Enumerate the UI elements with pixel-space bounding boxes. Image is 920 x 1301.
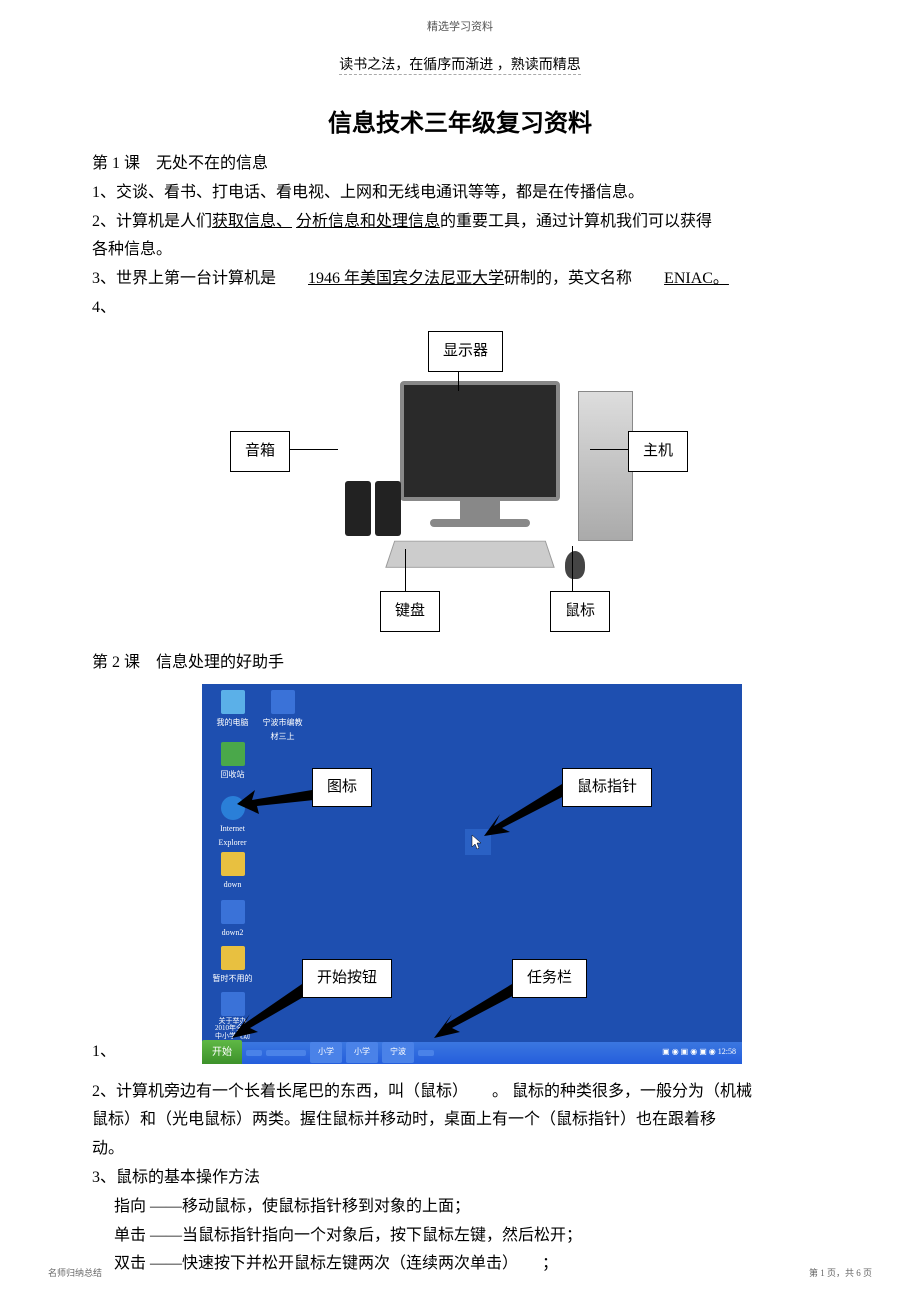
icon-wordfile: 宁波市编教 材三上 xyxy=(260,690,305,745)
systray: ▣ ◉ ▣ ◉ ▣ ◉ 12:58 xyxy=(662,1045,742,1059)
icon-mycomputer: 我的电脑 xyxy=(210,690,255,730)
word2-icon xyxy=(221,900,245,924)
icon-label-0: 我的电脑 xyxy=(210,716,255,730)
lesson1-line2d: 各种信息。 xyxy=(92,236,828,265)
tray-icons: ▣ ◉ ▣ ◉ ▣ ◉ xyxy=(662,1047,718,1056)
l1l2c: 的重要工具，通过计算机我们可以获得 xyxy=(440,213,712,230)
l1l2u1: 获取信息、 xyxy=(212,213,292,230)
para2b: 鼠标）和（光电鼠标）两类。握住鼠标并移动时，桌面上有一个（鼠标指针）也在跟着移 xyxy=(92,1106,828,1135)
label-speaker: 音箱 xyxy=(230,431,290,472)
label-pointer: 鼠标指针 xyxy=(562,768,652,807)
icon-label-7: down2 xyxy=(210,926,255,940)
l1l3b: 研制的，英文名称 xyxy=(504,270,664,287)
tower-shape xyxy=(578,391,633,541)
icon-label-1: 宁波市编教 材三上 xyxy=(260,716,305,745)
desktop-diagram: 我的电脑 宁波市编教 材三上 回收站 Internet Explorer dow… xyxy=(202,684,742,1064)
computer-illustration xyxy=(290,371,650,591)
folder2-icon xyxy=(221,946,245,970)
icon-label-5: down xyxy=(210,878,255,892)
folder1-icon xyxy=(221,852,245,876)
footer-left: 名师归纳总结 xyxy=(48,1266,102,1279)
speaker-right xyxy=(375,481,401,536)
l1l3a: 3、世界上第一台计算机是 xyxy=(92,270,308,287)
keyboard-shape xyxy=(385,541,555,568)
motto-wrap: 读书之法，在循序而渐进 ，熟读而精思 xyxy=(0,34,920,75)
para3: 3、鼠标的基本操作方法 xyxy=(92,1164,828,1193)
monitor-base xyxy=(430,519,530,527)
arrow-to-icon xyxy=(237,782,317,822)
recycle-icon xyxy=(221,742,245,766)
label-mouse: 鼠标 xyxy=(550,591,610,632)
para3b: 单击 ——当鼠标指针指向一个对象后，按下鼠标左键，然后松开； xyxy=(92,1222,828,1251)
conn-host xyxy=(590,449,630,450)
l1l2a: 2、计算机是人们 xyxy=(92,213,212,230)
conn-speaker xyxy=(288,449,338,450)
lesson1-line3: 3、世界上第一台计算机是 1946 年美国宾夕法尼亚大学研制的，英文名称 ENI… xyxy=(92,265,828,294)
monitor-shape xyxy=(400,381,560,501)
item1-prefix: 1、 xyxy=(92,1038,116,1067)
document-title: 信息技术三年级复习资料 xyxy=(0,103,920,138)
wordfile-icon xyxy=(271,690,295,714)
icon-word2: down2 xyxy=(210,900,255,940)
para3a: 指向 ——移动鼠标，使鼠标指针移到对象的上面； xyxy=(92,1193,828,1222)
label-host: 主机 xyxy=(628,431,688,472)
icon-label-3: Internet Explorer xyxy=(210,822,255,851)
mycomputer-icon xyxy=(221,690,245,714)
icon-folder2: 暂时不用的 xyxy=(210,946,255,986)
l1l2u2: 分析信息和处理信息 xyxy=(296,213,440,230)
mouse-shape xyxy=(565,551,585,579)
icon-label-2: 回收站 xyxy=(210,768,255,782)
conn-keyboard xyxy=(405,549,406,593)
desktop-wrap: 1、 我的电脑 宁波市编教 材三上 回收站 Internet Explorer … xyxy=(92,684,828,1064)
computer-diagram: 显示器 音箱 主机 键盘 鼠标 xyxy=(190,331,730,631)
label-start: 开始按钮 xyxy=(302,959,392,998)
para2c: 动。 xyxy=(92,1135,828,1164)
lesson1-line1: 1、交谈、看书、打电话、看电视、上网和无线电通讯等等，都是在传播信息。 xyxy=(92,179,828,208)
label-monitor: 显示器 xyxy=(428,331,503,372)
icon-folder1: down xyxy=(210,852,255,892)
speaker-left xyxy=(345,481,371,536)
tb-item1[interactable] xyxy=(266,1050,306,1056)
content-area: 第 1 课 无处不在的信息 1、交谈、看书、打电话、看电视、上网和无线电通讯等等… xyxy=(0,138,920,1279)
tb-quick1[interactable] xyxy=(246,1050,262,1056)
l1l3u: 1946 年美国宾夕法尼亚大学 xyxy=(308,270,504,287)
para2: 2、计算机旁边有一个长着长尾巴的东西，叫（鼠标） 。 鼠标的种类很多，一般分为（… xyxy=(92,1078,828,1107)
l1l3c: ENIAC。 xyxy=(664,270,729,287)
label-icon: 图标 xyxy=(312,768,372,807)
label-taskbar: 任务栏 xyxy=(512,959,587,998)
taskbar: 开始 小学 小学 宁波 ▣ ◉ ▣ ◉ ▣ ◉ 12:58 xyxy=(202,1042,742,1064)
icon-recycle: 回收站 xyxy=(210,742,255,782)
conn-mouse xyxy=(572,546,573,593)
para3c: 双击 ——快速按下并松开鼠标左键两次（连续两次单击） ； xyxy=(92,1250,828,1279)
lesson1-heading: 第 1 课 无处不在的信息 xyxy=(92,150,828,179)
tb-item2[interactable]: 小学 xyxy=(310,1042,342,1062)
tb-item3[interactable]: 小学 xyxy=(346,1042,378,1062)
label-keyboard: 键盘 xyxy=(380,591,440,632)
lesson1-line4: 4、 xyxy=(92,294,828,323)
arrow-to-pointer xyxy=(484,784,574,844)
lesson2-heading: 第 2 课 信息处理的好助手 xyxy=(92,649,828,678)
footer-right: 第 1 页，共 6 页 xyxy=(809,1266,872,1279)
motto-text: 读书之法，在循序而渐进 ，熟读而精思 xyxy=(339,54,581,75)
tb-item4[interactable]: 宁波 xyxy=(382,1042,414,1062)
lesson1-line2: 2、计算机是人们获取信息、 分析信息和处理信息的重要工具，通过计算机我们可以获得 xyxy=(92,208,828,237)
header-small-text: 精选学习资料 xyxy=(0,0,920,34)
tb-item5[interactable] xyxy=(418,1050,434,1056)
clock: 12:58 xyxy=(718,1047,736,1056)
arrow-to-taskbar xyxy=(434,984,524,1044)
monitor-stand xyxy=(460,501,500,521)
